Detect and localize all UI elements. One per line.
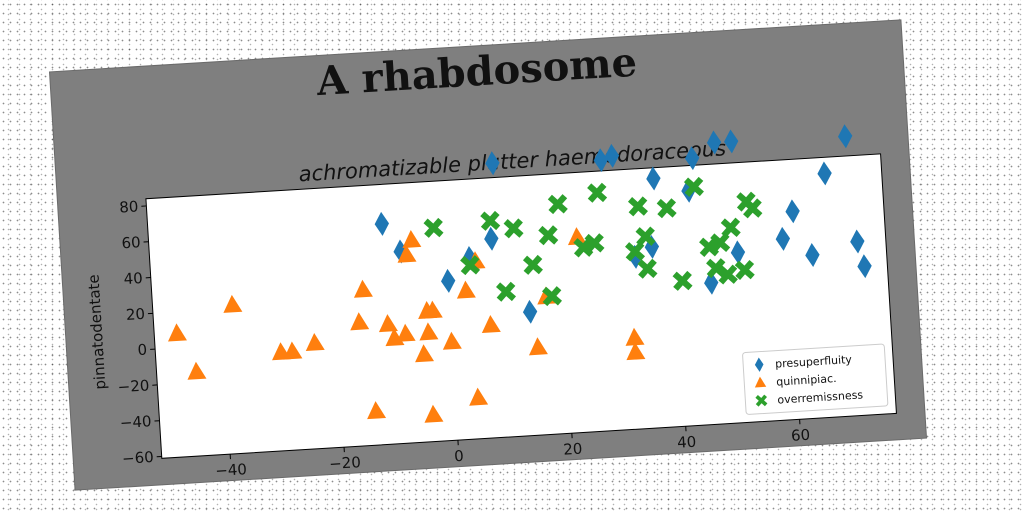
data-point-quinnipiac [353, 279, 373, 298]
legend-marker [754, 357, 764, 372]
data-point-overremissness [547, 194, 568, 215]
data-point-quinnipiac [481, 315, 501, 334]
data-point-overremissness [656, 198, 677, 219]
x-tick-label: 0 [454, 447, 465, 466]
data-point-presuperfluity [374, 211, 390, 236]
data-point-quinnipiac [626, 342, 646, 361]
data-point-overremissness [720, 217, 741, 238]
data-point-overremissness [627, 196, 648, 217]
data-point-presuperfluity [817, 161, 832, 186]
chart-figure: A rhabdosome achromatizable plutter haem… [50, 20, 926, 490]
data-point-overremissness [672, 270, 693, 291]
data-point-quinnipiac [469, 387, 489, 406]
data-point-presuperfluity [706, 130, 722, 155]
data-point-overremissness [587, 182, 608, 203]
y-tick-label: 0 [137, 341, 148, 360]
legend-box [742, 343, 889, 415]
legend-marker [754, 376, 767, 388]
data-point-presuperfluity [441, 268, 456, 293]
data-point-presuperfluity [775, 226, 791, 251]
legend-label: presuperfluity [775, 353, 853, 371]
legend-label: overremissness [777, 388, 864, 406]
y-tick-label: −60 [122, 448, 155, 468]
data-point-overremissness [522, 254, 543, 275]
plot-area [145, 153, 897, 459]
x-tick-label: 20 [563, 440, 583, 459]
data-point-quinnipiac [424, 404, 444, 423]
y-tick-label: 60 [121, 233, 141, 252]
data-point-overremissness [635, 226, 656, 247]
chart-svg: achromatizable plutter haemodoraceous −4… [84, 124, 897, 481]
data-point-overremissness [503, 218, 524, 239]
legend-marker [755, 394, 768, 407]
data-point-overremissness [625, 241, 646, 262]
data-point-quinnipiac [402, 230, 422, 249]
legend-label: quinnipiac. [776, 372, 837, 389]
data-point-quinnipiac [350, 312, 370, 331]
x-tick-label: −40 [215, 460, 248, 480]
data-point-quinnipiac [419, 322, 439, 341]
y-tick-label: −20 [117, 376, 150, 396]
data-point-presuperfluity [837, 124, 853, 149]
data-point-presuperfluity [646, 166, 661, 191]
data-point-quinnipiac [456, 280, 476, 299]
data-point-quinnipiac [305, 332, 325, 352]
data-point-quinnipiac [367, 401, 387, 420]
data-point-quinnipiac [283, 341, 303, 360]
data-point-quinnipiac [442, 331, 462, 350]
x-tick-label: 40 [677, 433, 697, 452]
data-point-overremissness [542, 286, 563, 307]
y-tick-label: −40 [119, 412, 152, 432]
data-point-overremissness [584, 233, 605, 254]
x-tick-label: −20 [329, 453, 362, 473]
y-axis-label: pinnatodentate [84, 274, 109, 390]
data-point-quinnipiac [397, 244, 417, 263]
data-point-overremissness [538, 225, 559, 246]
data-point-presuperfluity [857, 254, 872, 279]
data-point-overremissness [742, 198, 763, 219]
data-point-presuperfluity [604, 143, 620, 168]
data-point-quinnipiac [187, 361, 207, 380]
y-tick-label: 40 [123, 269, 143, 288]
data-point-presuperfluity [522, 299, 538, 324]
data-point-presuperfluity [805, 243, 820, 267]
data-point-quinnipiac [567, 227, 587, 246]
data-point-presuperfluity [593, 148, 609, 173]
data-point-overremissness [496, 281, 517, 302]
y-tick-label: 20 [125, 305, 145, 324]
data-point-quinnipiac [223, 294, 243, 313]
x-axis-label: agunah [503, 460, 560, 481]
data-point-overremissness [710, 232, 731, 253]
data-point-quinnipiac [423, 300, 443, 319]
data-point-quinnipiac [168, 323, 187, 342]
data-point-overremissness [637, 258, 658, 279]
data-point-quinnipiac [415, 344, 435, 363]
data-point-presuperfluity [485, 151, 500, 176]
data-point-presuperfluity [723, 129, 739, 154]
data-point-quinnipiac [528, 337, 548, 356]
data-point-quinnipiac [378, 314, 398, 333]
data-point-quinnipiac [396, 323, 416, 342]
data-point-overremissness [423, 217, 444, 238]
data-point-overremissness [717, 264, 738, 285]
data-point-presuperfluity [685, 146, 700, 171]
data-point-presuperfluity [484, 226, 499, 251]
data-point-presuperfluity [704, 270, 719, 295]
data-point-presuperfluity [850, 229, 865, 254]
data-point-overremissness [683, 176, 704, 197]
data-point-overremissness [460, 255, 481, 276]
data-point-quinnipiac [625, 327, 645, 346]
y-tick-label: 80 [119, 197, 139, 216]
x-tick-label: 60 [791, 426, 811, 445]
data-point-overremissness [480, 210, 501, 231]
data-point-presuperfluity [730, 240, 746, 265]
data-point-presuperfluity [785, 199, 800, 224]
data-point-overremissness [734, 259, 755, 280]
